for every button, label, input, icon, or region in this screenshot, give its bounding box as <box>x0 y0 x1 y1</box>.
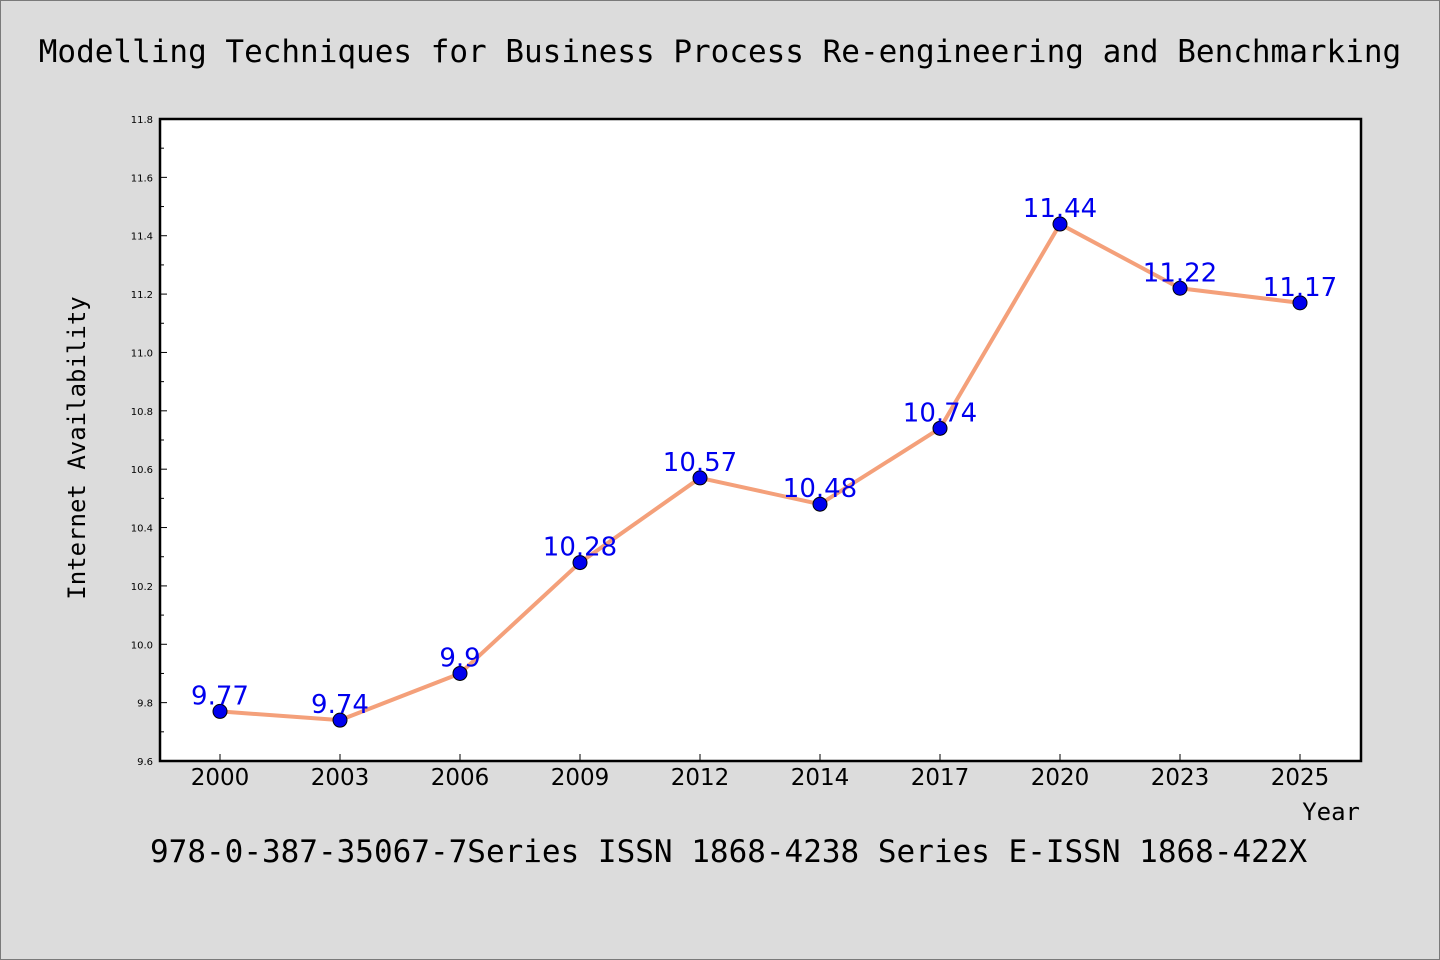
x-tick-label: 2014 <box>791 765 850 791</box>
y-tick-label: 11.0 <box>131 348 153 359</box>
data-markers <box>212 216 1308 728</box>
data-labels: 9.77 9.74 9.9 10.28 10.57 10.48 10.74 11.44 11.2… <box>191 194 1337 720</box>
data-point <box>932 420 948 436</box>
chart-title: Modelling Techniques for Business Proces… <box>38 34 1402 70</box>
y-tick-label: 10.8 <box>131 407 153 418</box>
data-label: 9.9 <box>439 643 480 673</box>
data-point <box>812 496 828 512</box>
data-point <box>1052 216 1068 232</box>
data-label: 10.57 <box>663 448 737 478</box>
x-tick-label: 2003 <box>311 765 370 791</box>
data-point <box>452 665 468 681</box>
data-point <box>692 470 708 486</box>
y-tick-label: 9.6 <box>137 757 153 768</box>
y-tick-label: 10.6 <box>131 465 153 476</box>
data-label: 11.44 <box>1023 194 1097 224</box>
x-tick-label: 2000 <box>191 765 250 791</box>
data-label: 9.77 <box>191 681 249 711</box>
y-tick-label: 11.8 <box>131 115 153 126</box>
x-tick-label: 2012 <box>671 765 730 791</box>
y-tick-label: 10.0 <box>131 640 153 651</box>
footer-isbn-text: 978-0-387-35067-7Series ISSN 1868-4238 S… <box>150 834 1308 870</box>
x-tick-label: 2017 <box>911 765 970 791</box>
data-point <box>572 555 588 571</box>
data-label: 11.17 <box>1263 273 1337 303</box>
y-tick-label: 11.4 <box>131 232 153 243</box>
data-point <box>212 703 228 719</box>
y-axis-ticks: 9.6 9.8 10.0 10.2 10.4 10.6 10.8 11.0 11.2 11.4 11… <box>131 115 167 768</box>
x-tick-label: 2020 <box>1031 765 1090 791</box>
x-tick-label: 2009 <box>551 765 610 791</box>
x-axis-ticks: 2000 2003 2006 2009 2012 2014 2017 2020 2023 2025 <box>191 754 1330 791</box>
x-axis-label: Year <box>1302 798 1360 826</box>
x-tick-label: 2025 <box>1271 765 1330 791</box>
plot-area <box>158 117 1363 763</box>
series-line <box>218 222 1302 723</box>
data-label: 10.28 <box>543 533 617 563</box>
data-point <box>332 712 348 728</box>
data-point <box>1172 280 1188 296</box>
data-label: 10.48 <box>783 474 857 504</box>
data-label: 11.22 <box>1143 258 1217 288</box>
data-label: 10.74 <box>903 398 977 428</box>
y-tick-label: 10.4 <box>131 524 153 535</box>
y-tick-label: 11.2 <box>131 290 153 301</box>
x-tick-label: 2006 <box>431 765 490 791</box>
x-tick-label: 2023 <box>1151 765 1210 791</box>
y-tick-label: 9.8 <box>137 699 153 710</box>
y-axis-label: Internet Availability <box>63 296 91 599</box>
y-tick-label: 11.6 <box>131 173 153 184</box>
y-tick-label: 10.2 <box>131 582 153 593</box>
data-label: 9.74 <box>311 690 369 720</box>
data-point <box>1292 295 1308 311</box>
